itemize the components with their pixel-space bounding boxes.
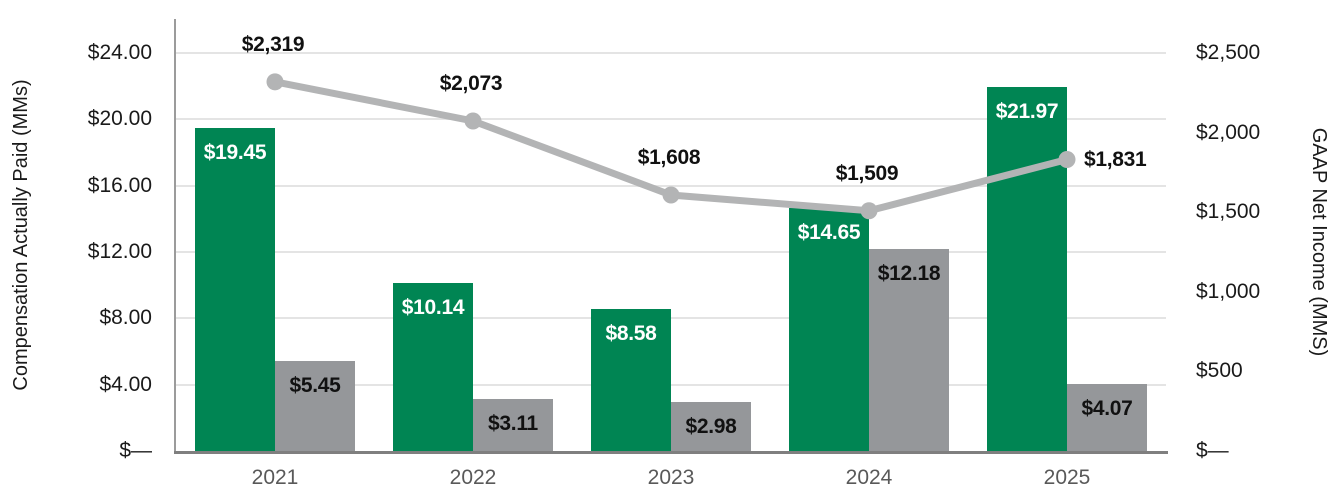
left-axis-tick: $16.00 (87, 173, 152, 197)
bar-series-green-label: $8.58 (605, 321, 657, 345)
bar-series-green-bar (987, 86, 1067, 451)
x-axis-label: 2025 (1043, 466, 1091, 489)
bar-series-gray-bar (671, 401, 751, 451)
line-series-net-income-label: $1,831 (1084, 147, 1147, 171)
right-axis-tick: $2,000 (1196, 120, 1261, 144)
bar-series-gray-label: $3.11 (488, 412, 538, 436)
line-marker (464, 112, 482, 130)
line-series-net-income-label: $1,509 (835, 161, 899, 185)
bar-series-gray-bar (869, 249, 949, 451)
bar-series-green-bar (789, 208, 869, 451)
line-series-net-income-label: $1,608 (637, 146, 701, 169)
bar-series-gray-label: $2.98 (685, 414, 737, 438)
left-axis-tick: $24.00 (87, 41, 152, 64)
bar-series-green-bar (195, 128, 275, 451)
x-axis-label: 2022 (449, 466, 497, 489)
bar-series-gray-bar (275, 360, 355, 451)
x-axis-line (174, 451, 1168, 454)
bar-series-gray-bar (1067, 383, 1147, 451)
bar-series-gray-label: $12.18 (877, 262, 941, 285)
right-axis-title: GAAP Net Income (MMS) (1308, 127, 1330, 357)
left-axis-tick: $— (119, 439, 152, 462)
line-marker (266, 73, 284, 91)
x-axis-label: 2021 (251, 466, 299, 489)
gridline (176, 52, 1166, 54)
right-axis-tick: $1,500 (1196, 200, 1261, 224)
left-axis-line (174, 19, 176, 454)
bar-series-green-label: $19.45 (203, 141, 267, 165)
right-axis-tick: $500 (1196, 359, 1243, 383)
bar-series-gray-label: $5.45 (289, 373, 341, 397)
left-axis-tick: $8.00 (99, 306, 152, 330)
x-axis-label: 2023 (647, 466, 695, 489)
gridline (176, 317, 1166, 320)
bar-series-green-bar (591, 308, 671, 451)
left-axis-tick: $20.00 (87, 107, 152, 131)
right-axis-tick: $2,500 (1196, 41, 1261, 64)
bar-series-gray-bar (473, 399, 553, 451)
left-axis-tick: $12.00 (87, 240, 152, 263)
left-axis-title: Compensation Actually Paid (MMs) (10, 79, 32, 391)
line-series-net-income-label: $2,319 (241, 32, 305, 56)
bar-series-gray-label: $4.07 (1081, 396, 1133, 420)
right-axis-tick: $1,000 (1196, 279, 1261, 303)
bar-series-green-label: $14.65 (797, 221, 861, 245)
bar-series-green-label: $10.14 (401, 295, 465, 319)
left-axis-tick: $4.00 (99, 372, 152, 396)
line-marker (662, 186, 680, 204)
line-series-net-income-label: $2,073 (439, 71, 503, 95)
gridline (176, 383, 1166, 386)
gridline (176, 251, 1166, 253)
bar-series-green-label: $21.97 (995, 99, 1059, 123)
x-axis-label: 2024 (845, 466, 893, 489)
right-axis-tick: $— (1196, 439, 1229, 462)
bar-series-green-bar (393, 282, 473, 451)
